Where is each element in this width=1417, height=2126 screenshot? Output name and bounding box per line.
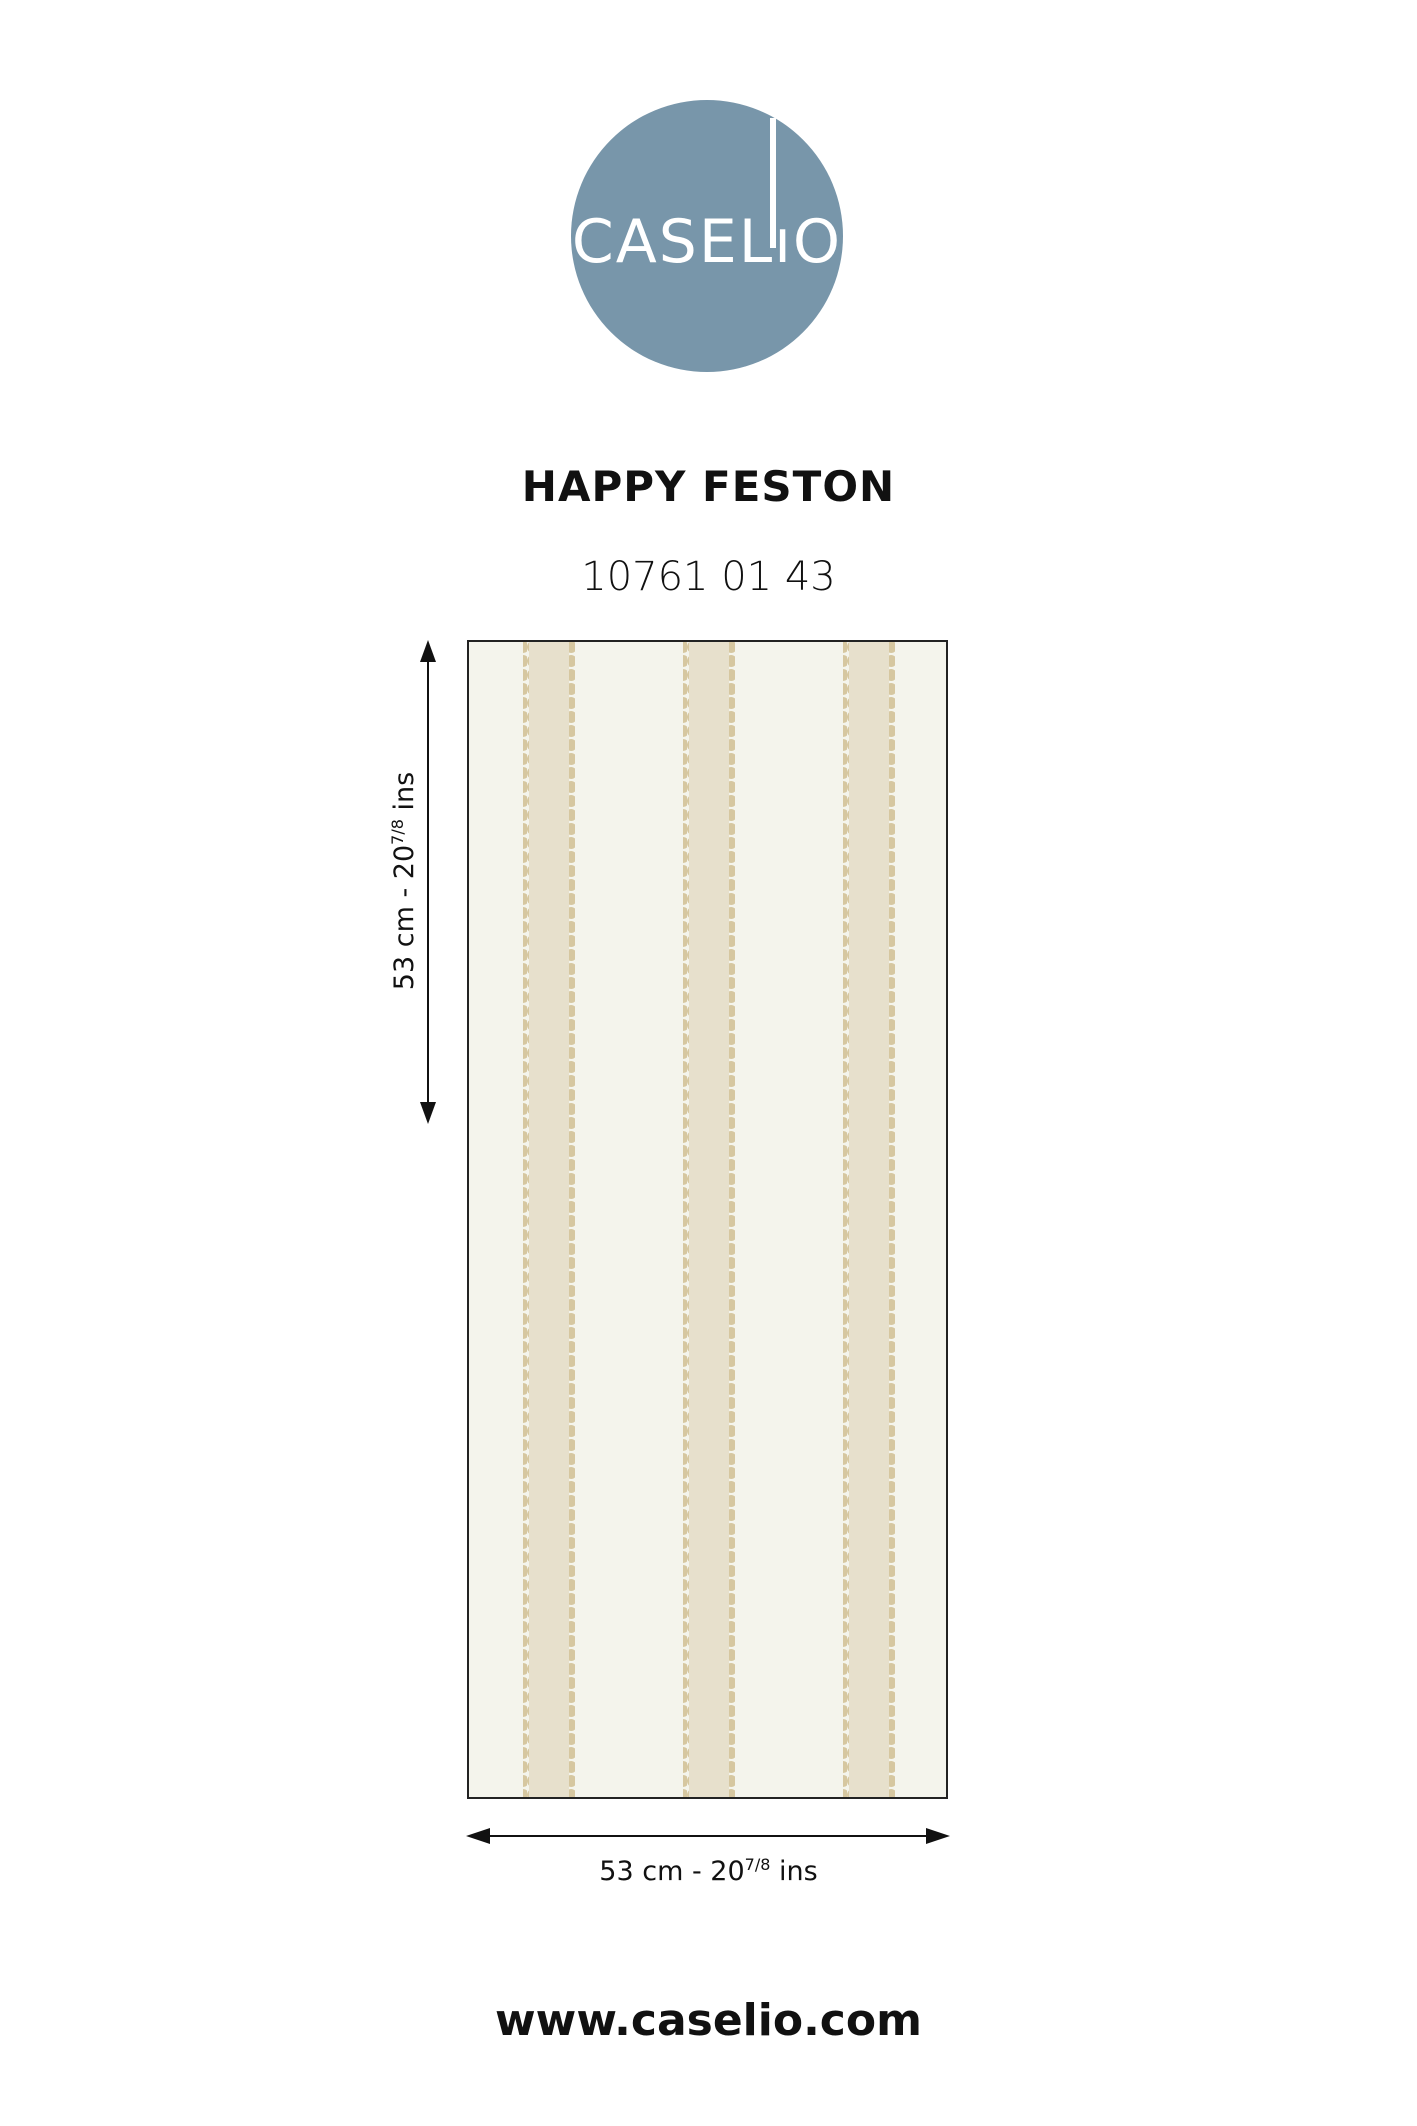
- product-code: 10761 01 43: [581, 554, 836, 600]
- website-link[interactable]: www.caselio.com: [495, 1995, 922, 2046]
- stripe: [523, 640, 575, 1799]
- stripe: [683, 640, 735, 1799]
- svg-text:CASELıO: CASELıO: [572, 207, 842, 277]
- height-label: 53 cm - 207/8 ins: [388, 771, 420, 991]
- width-label: 53 cm - 207/8 ins: [599, 1855, 818, 1887]
- stripe: [843, 640, 895, 1799]
- height-arrow: [420, 640, 436, 1124]
- width-arrow: [466, 1828, 950, 1844]
- caselio-logo: CASELıO: [571, 100, 843, 372]
- wallpaper-panel: [467, 640, 948, 1799]
- product-name: HAPPY FESTON: [521, 462, 896, 511]
